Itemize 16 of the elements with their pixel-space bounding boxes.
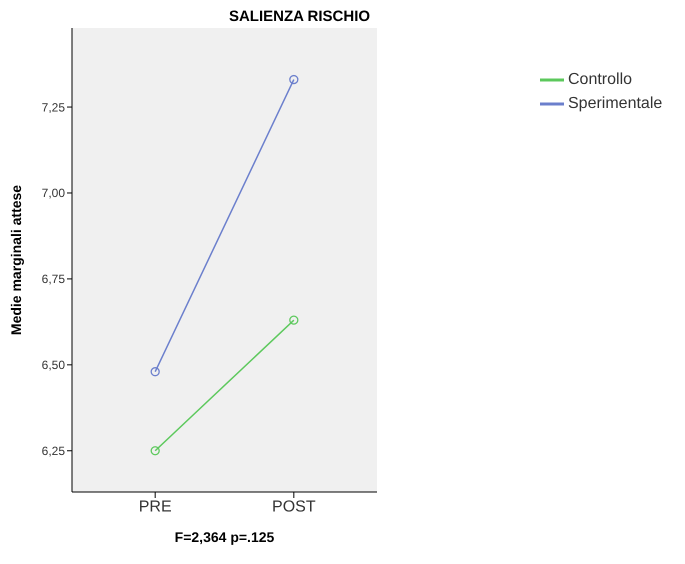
chart-title: SALIENZA RISCHIO [228, 8, 372, 25]
x-axis-title: F=2,364 p=.125 [174, 529, 275, 545]
y-tick-label: 7,25 [42, 100, 66, 114]
legend-label: Sperimentale [568, 95, 662, 112]
x-tick-label: POST [272, 498, 316, 516]
point [150, 446, 160, 456]
y-tick-label: 6,75 [42, 272, 66, 286]
point [150, 367, 160, 376]
legend-label: Controllo [568, 71, 632, 88]
x-tick-label: PRE [138, 498, 172, 516]
point [289, 316, 298, 325]
y-axis-title: Medie marginali attese [8, 184, 24, 336]
point [289, 74, 298, 84]
y-tick-label: 6,50 [42, 358, 66, 372]
y-tick-label: 6,25 [42, 444, 66, 458]
y-tick-label: 7,00 [42, 186, 66, 200]
